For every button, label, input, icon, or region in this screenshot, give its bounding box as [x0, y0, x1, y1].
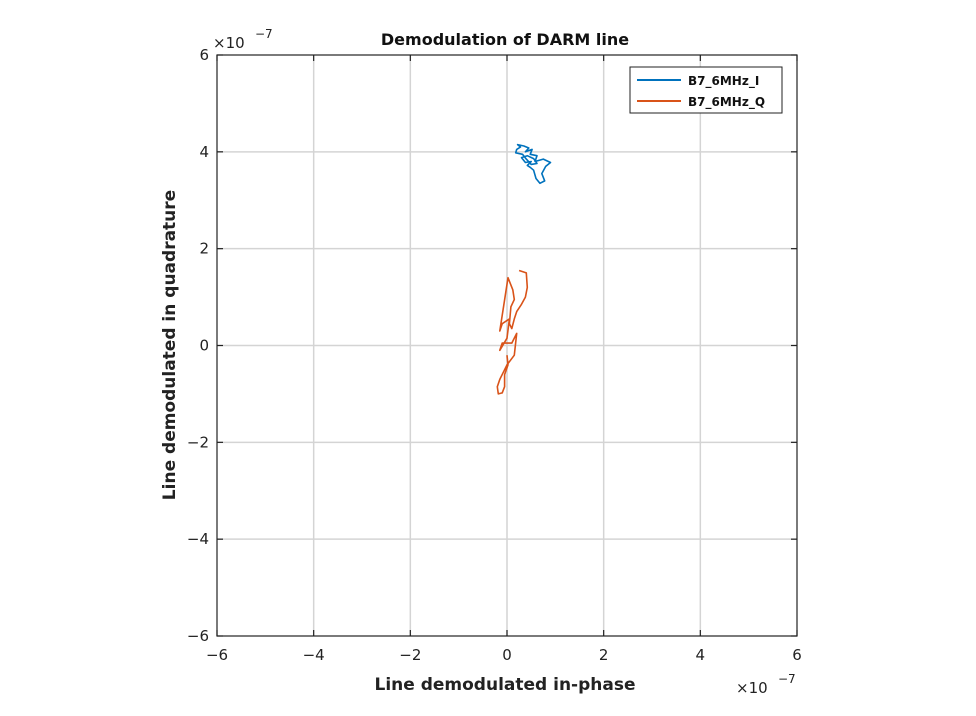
y-multiplier-text: ×10 — [213, 34, 245, 52]
x-tick-label: 6 — [792, 646, 802, 664]
legend-label-i: B7_6MHz_I — [688, 74, 759, 89]
y-tick-label: 2 — [199, 240, 209, 258]
x-tick-label: −2 — [399, 646, 421, 664]
grid — [217, 55, 797, 636]
y-tick-label: −6 — [187, 627, 209, 645]
series-line-b7-6mhz-q — [496, 269, 529, 395]
x-axis-label: Line demodulated in-phase — [375, 675, 636, 695]
x-tick-label: −6 — [206, 646, 228, 664]
chart-title: Demodulation of DARM line — [381, 30, 629, 49]
y-axis-label: Line demodulated in quadrature — [160, 190, 180, 500]
x-exponent: ×10 −7 — [736, 672, 796, 697]
x-tick-label: −4 — [303, 646, 325, 664]
x-tick-label: 0 — [502, 646, 512, 664]
legend-label-q: B7_6MHz_Q — [688, 95, 765, 110]
y-tick-label: −4 — [187, 530, 209, 548]
y-tick-label: 4 — [199, 143, 209, 161]
tick-labels: −6 −4 −2 0 2 4 6 −6 −4 −2 0 2 4 6 — [187, 46, 802, 664]
y-tick-label: 0 — [199, 337, 209, 355]
y-tick-label: 6 — [199, 46, 209, 64]
x-exponent-text: −7 — [778, 672, 796, 686]
x-multiplier-text: ×10 — [736, 679, 768, 697]
legend: B7_6MHz_I B7_6MHz_Q — [629, 66, 783, 114]
legend-box — [629, 66, 783, 114]
ticks — [216, 54, 798, 637]
x-tick-label: 2 — [599, 646, 609, 664]
y-tick-label: −2 — [187, 433, 209, 451]
series-line-b7-6mhz-i — [514, 143, 552, 185]
series-layer — [496, 143, 552, 395]
y-exponent-text: −7 — [255, 27, 273, 41]
x-tick-label: 4 — [696, 646, 706, 664]
y-exponent: ×10 −7 — [213, 27, 273, 52]
